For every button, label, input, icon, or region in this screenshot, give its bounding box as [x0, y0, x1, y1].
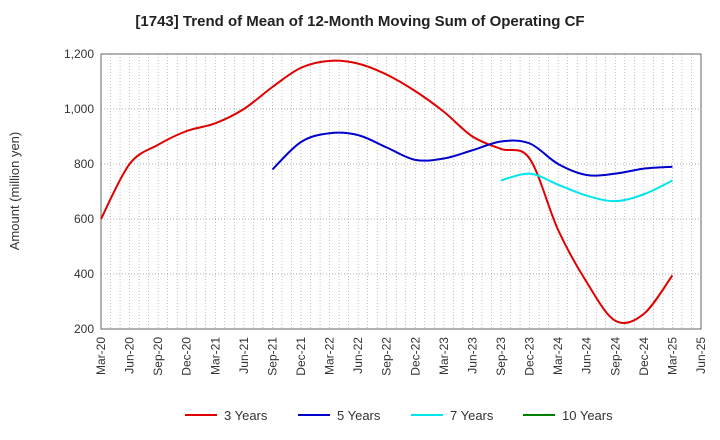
y-tick-label: 600 — [74, 212, 94, 226]
x-tick-label: Jun-22 — [351, 337, 365, 374]
series-line-3-years — [100, 59, 674, 324]
plot-frame — [100, 53, 702, 330]
legend: 3 Years 5 Years 7 Years 10 Years — [185, 408, 613, 423]
series-line-5-years — [271, 131, 673, 177]
series-lines — [100, 59, 674, 324]
y-tick-label: 1,200 — [64, 47, 94, 61]
x-tick-label: Mar-20 — [94, 337, 108, 375]
y-tick-label: 1,000 — [64, 102, 94, 116]
x-tick-label: Mar-21 — [208, 337, 222, 375]
y-tick-label: 800 — [74, 157, 94, 171]
legend-label: 10 Years — [562, 408, 613, 423]
y-tick-label: 400 — [74, 267, 94, 281]
x-tick-label: Jun-23 — [465, 337, 479, 374]
x-tick-label: Sep-20 — [151, 337, 165, 376]
chart-title: [1743] Trend of Mean of 12-Month Moving … — [135, 13, 584, 30]
x-tick-label: Dec-24 — [637, 337, 651, 376]
y-axis-label: Amount (million yen) — [7, 132, 22, 251]
y-tick-label: 200 — [74, 322, 94, 336]
x-tick-label: Sep-24 — [608, 337, 622, 376]
x-tick-label: Sep-23 — [494, 337, 508, 376]
x-tick-label: Mar-24 — [551, 337, 565, 375]
x-tick-label: Jun-25 — [694, 337, 708, 374]
legend-label: 3 Years — [224, 408, 268, 423]
x-tick-label: Mar-22 — [323, 337, 337, 375]
x-axis-ticks: Mar-20 Jun-20 Sep-20 Dec-20 Mar-21 Jun-21 Sep-… — [94, 337, 708, 376]
x-tick-label: Dec-22 — [408, 337, 422, 376]
x-tick-label: Mar-23 — [437, 337, 451, 375]
x-tick-label: Dec-23 — [523, 337, 537, 376]
y-axis-ticks: 200 400 600 800 1,000 1,200 — [64, 47, 94, 336]
x-tick-label: Sep-21 — [265, 337, 279, 376]
x-tick-label: Mar-25 — [665, 337, 679, 375]
x-tick-label: Jun-20 — [123, 337, 137, 374]
x-tick-label: Dec-20 — [180, 337, 194, 376]
grid — [100, 53, 702, 330]
x-tick-label: Jun-21 — [237, 337, 251, 374]
x-tick-label: Jun-24 — [580, 337, 594, 374]
series-line-7-years — [500, 172, 673, 203]
x-tick-label: Sep-22 — [380, 337, 394, 376]
legend-label: 7 Years — [450, 408, 494, 423]
legend-label: 5 Years — [337, 408, 381, 423]
x-tick-label: Dec-21 — [294, 337, 308, 376]
